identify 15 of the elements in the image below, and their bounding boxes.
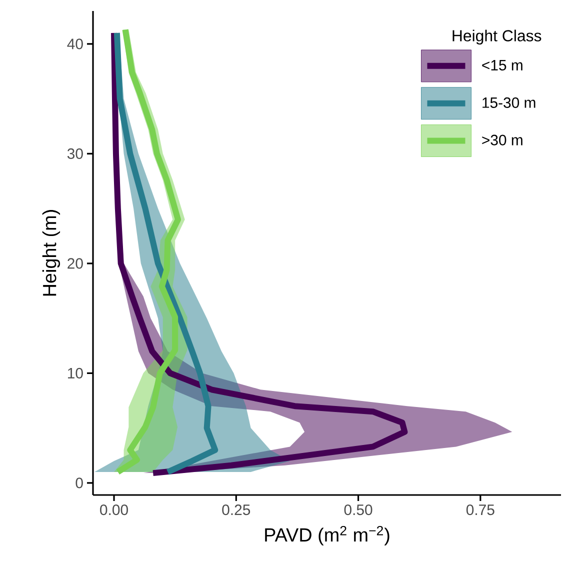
x-axis-title: PAVD (m$^{2}$ m$^{−2}$) <box>265 526 390 546</box>
legend-title: Height Class <box>452 30 542 45</box>
legend-label: <15 m <box>482 60 522 70</box>
x-tick-label: 0.75 <box>466 504 494 516</box>
legend-label: >30 m <box>482 134 522 146</box>
legend-label: 15-30 m <box>482 97 536 108</box>
y-tick-label: 10 <box>68 368 83 378</box>
x-tick-label: 0.00 <box>100 504 128 516</box>
x-tick-label: 0.50 <box>344 504 372 516</box>
x-tick-label: 0.25 <box>222 504 250 516</box>
y-tick-label: 40 <box>67 38 83 50</box>
y-tick-label: 20 <box>68 258 83 269</box>
y-tick-label: 30 <box>67 148 83 159</box>
y-axis-title: Height (m) <box>42 210 60 296</box>
y-tick-label: 0 <box>76 478 83 488</box>
